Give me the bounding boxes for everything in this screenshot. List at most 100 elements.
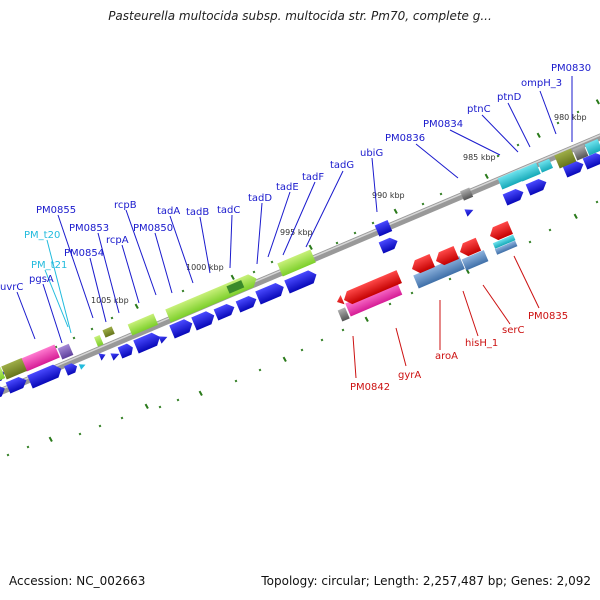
gene-label-PM_t21[interactable]: PM_t21 bbox=[31, 260, 67, 271]
gene-label-PM0842[interactable]: PM0842 bbox=[350, 382, 390, 393]
cog-bar[interactable] bbox=[538, 158, 553, 173]
kbp-1005-label: 1005 kbp bbox=[91, 296, 129, 305]
gene-label-PM0853[interactable]: PM0853 bbox=[69, 223, 109, 234]
gene-label-tadB[interactable]: tadB bbox=[186, 207, 209, 218]
gene-label-rcpB[interactable]: rcpB bbox=[114, 200, 137, 211]
forward-gene-labels: PM0830 ompH_3 ptnD ptnC PM0834 PM0836 ub… bbox=[0, 63, 591, 293]
cds-feature[interactable] bbox=[117, 342, 136, 359]
cds-feature[interactable] bbox=[409, 253, 435, 275]
kbp-980-label: 980 kbp bbox=[554, 113, 587, 122]
ruler-labels: 980 kbp 985 kbp 990 kbp 995 kbp 1000 kbp… bbox=[91, 113, 587, 305]
topology-text: Topology: circular; Length: 2,257,487 bp… bbox=[261, 574, 591, 588]
gene-label-PM0850[interactable]: PM0850 bbox=[133, 223, 173, 234]
gene-label-ompH_3[interactable]: ompH_3 bbox=[521, 78, 562, 89]
cds-feature[interactable] bbox=[110, 350, 120, 361]
gene-label-PM0836[interactable]: PM0836 bbox=[385, 133, 425, 144]
cds-feature[interactable] bbox=[213, 302, 237, 321]
cog-bar[interactable] bbox=[21, 344, 60, 372]
cog-bar[interactable] bbox=[57, 343, 74, 360]
accession-text: Accession: NC_002663 bbox=[9, 574, 146, 588]
cds-feature[interactable] bbox=[341, 270, 402, 306]
cds-feature[interactable] bbox=[235, 294, 259, 313]
gene-label-tadF[interactable]: tadF bbox=[302, 172, 324, 183]
gene-label-PM0855[interactable]: PM0855 bbox=[36, 205, 76, 216]
trna-feature[interactable] bbox=[78, 362, 87, 370]
cds-feature[interactable] bbox=[487, 220, 513, 242]
cds-feature[interactable] bbox=[335, 295, 345, 307]
trna-labels: PM_t20 PM_t21 bbox=[24, 230, 67, 271]
gene-label-PM0834[interactable]: PM0834 bbox=[423, 119, 463, 130]
cog-bar[interactable] bbox=[494, 240, 518, 255]
cds-feature[interactable] bbox=[27, 362, 64, 389]
forward-cds-track bbox=[0, 151, 600, 400]
cds-feature[interactable] bbox=[378, 235, 400, 254]
gene-label-serC[interactable]: serC bbox=[502, 325, 524, 336]
cds-feature[interactable] bbox=[98, 351, 107, 361]
cog-bar[interactable] bbox=[492, 234, 516, 249]
cog-bar[interactable] bbox=[0, 367, 6, 384]
reverse-cog-track bbox=[337, 234, 518, 322]
gene-label-tadG[interactable]: tadG bbox=[330, 160, 354, 171]
gene-label-PM0830[interactable]: PM0830 bbox=[551, 63, 591, 74]
cog-bar[interactable] bbox=[584, 139, 600, 156]
cds-feature[interactable] bbox=[64, 362, 79, 376]
gene-label-hisH_1[interactable]: hisH_1 bbox=[465, 338, 498, 349]
cog-bar[interactable] bbox=[94, 335, 104, 347]
gene-label-PM0854[interactable]: PM0854 bbox=[64, 248, 104, 259]
cog-bar[interactable] bbox=[1, 357, 27, 380]
cds-feature[interactable] bbox=[464, 206, 474, 217]
reverse-cds-track bbox=[335, 220, 513, 307]
cds-feature[interactable] bbox=[457, 237, 482, 259]
map-title: Pasteurella multocida subsp. multocida s… bbox=[108, 9, 492, 23]
cds-feature[interactable] bbox=[191, 309, 217, 331]
cog-bar[interactable] bbox=[497, 169, 523, 190]
gene-label-tadA[interactable]: tadA bbox=[157, 206, 180, 217]
cds-feature[interactable] bbox=[525, 177, 549, 196]
cog-bar[interactable] bbox=[572, 144, 589, 161]
cog-bar[interactable] bbox=[554, 148, 577, 169]
cog-bar[interactable] bbox=[226, 280, 245, 294]
cog-bar[interactable] bbox=[413, 256, 465, 289]
cog-bar[interactable] bbox=[337, 307, 350, 322]
gene-label-ptnD[interactable]: ptnD bbox=[497, 92, 522, 103]
cog-bar[interactable] bbox=[345, 281, 403, 317]
cds-feature[interactable] bbox=[502, 187, 526, 206]
gene-label-pgsA[interactable]: pgsA bbox=[29, 274, 54, 285]
gene-label-rcpA[interactable]: rcpA bbox=[106, 235, 129, 246]
cds-feature[interactable] bbox=[433, 245, 459, 267]
forward-cog-track bbox=[0, 139, 600, 384]
kbp-985-label: 985 kbp bbox=[463, 153, 496, 162]
kbp-1000-label: 1000 kbp bbox=[186, 263, 224, 272]
gene-label-tadC[interactable]: tadC bbox=[217, 205, 240, 216]
gene-label-ptnC[interactable]: ptnC bbox=[467, 104, 491, 115]
cds-feature[interactable] bbox=[374, 220, 393, 237]
inner-tick-ring bbox=[6, 200, 599, 457]
cog-bar[interactable] bbox=[461, 250, 489, 271]
cog-bar[interactable] bbox=[277, 249, 316, 277]
cog-bar[interactable] bbox=[517, 162, 541, 182]
kbp-990-label: 990 kbp bbox=[372, 191, 405, 200]
cds-feature[interactable] bbox=[562, 159, 586, 178]
cds-feature[interactable] bbox=[582, 151, 600, 170]
gene-label-PM0835[interactable]: PM0835 bbox=[528, 311, 568, 322]
cds-feature[interactable] bbox=[5, 375, 29, 394]
cds-feature[interactable] bbox=[284, 268, 319, 294]
cds-feature[interactable] bbox=[169, 317, 195, 339]
cds-feature[interactable] bbox=[133, 330, 162, 354]
gene-label-gyrA[interactable]: gyrA bbox=[398, 370, 421, 381]
cog-bar[interactable] bbox=[127, 313, 159, 336]
gene-label-aroA[interactable]: aroA bbox=[435, 351, 458, 362]
kbp-995-label: 995 kbp bbox=[280, 228, 313, 237]
gene-label-PM_t20[interactable]: PM_t20 bbox=[24, 230, 60, 241]
gene-label-uvrC[interactable]: uvrC bbox=[0, 282, 23, 293]
cog-bar[interactable] bbox=[102, 326, 115, 338]
gene-label-tadE[interactable]: tadE bbox=[276, 182, 299, 193]
gene-label-tadD[interactable]: tadD bbox=[248, 193, 272, 204]
reverse-gene-labels: PM0835 serC hisH_1 aroA gyrA PM0842 bbox=[350, 311, 568, 393]
cds-feature[interactable] bbox=[0, 383, 7, 400]
cds-feature[interactable] bbox=[158, 333, 168, 344]
cog-bar[interactable] bbox=[460, 187, 474, 201]
cds-feature[interactable] bbox=[255, 281, 286, 305]
gene-label-ubiG[interactable]: ubiG bbox=[360, 148, 383, 159]
